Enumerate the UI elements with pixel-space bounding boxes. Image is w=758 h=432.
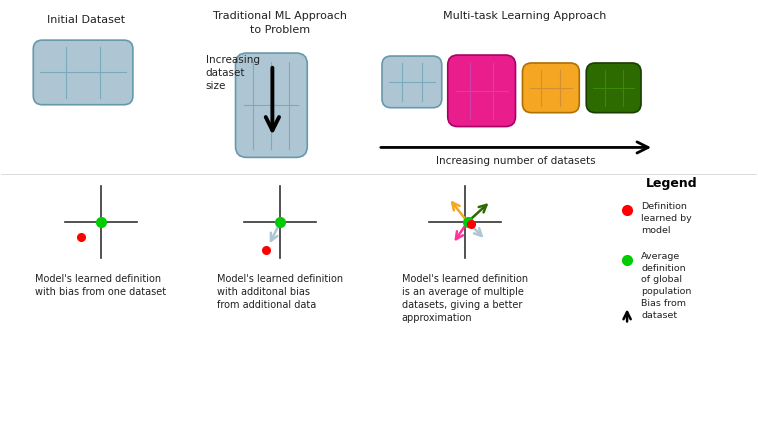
Text: Multi-task Learning Approach: Multi-task Learning Approach	[443, 11, 606, 21]
Text: Legend: Legend	[646, 177, 697, 190]
Text: Definition
learned by
model: Definition learned by model	[641, 202, 692, 235]
FancyBboxPatch shape	[586, 63, 641, 113]
Text: Increasing number of datasets: Increasing number of datasets	[436, 156, 595, 166]
FancyBboxPatch shape	[382, 56, 442, 108]
FancyBboxPatch shape	[33, 40, 133, 105]
Text: Initial Dataset: Initial Dataset	[47, 15, 125, 25]
Text: Traditional ML Approach
to Problem: Traditional ML Approach to Problem	[213, 11, 347, 35]
FancyBboxPatch shape	[236, 53, 307, 157]
Text: Model's learned definition
with additonal bias
from additional data: Model's learned definition with additona…	[218, 273, 343, 310]
Text: Increasing
dataset
size: Increasing dataset size	[205, 55, 260, 92]
FancyBboxPatch shape	[448, 55, 515, 127]
Text: Model's learned definition
with bias from one dataset: Model's learned definition with bias fro…	[36, 273, 167, 297]
FancyBboxPatch shape	[522, 63, 579, 113]
Text: Model's learned definition
is an average of multiple
datasets, giving a better
a: Model's learned definition is an average…	[402, 273, 528, 323]
Text: Average
definition
of global
population: Average definition of global population	[641, 252, 691, 296]
Text: Bias from
dataset: Bias from dataset	[641, 299, 686, 320]
